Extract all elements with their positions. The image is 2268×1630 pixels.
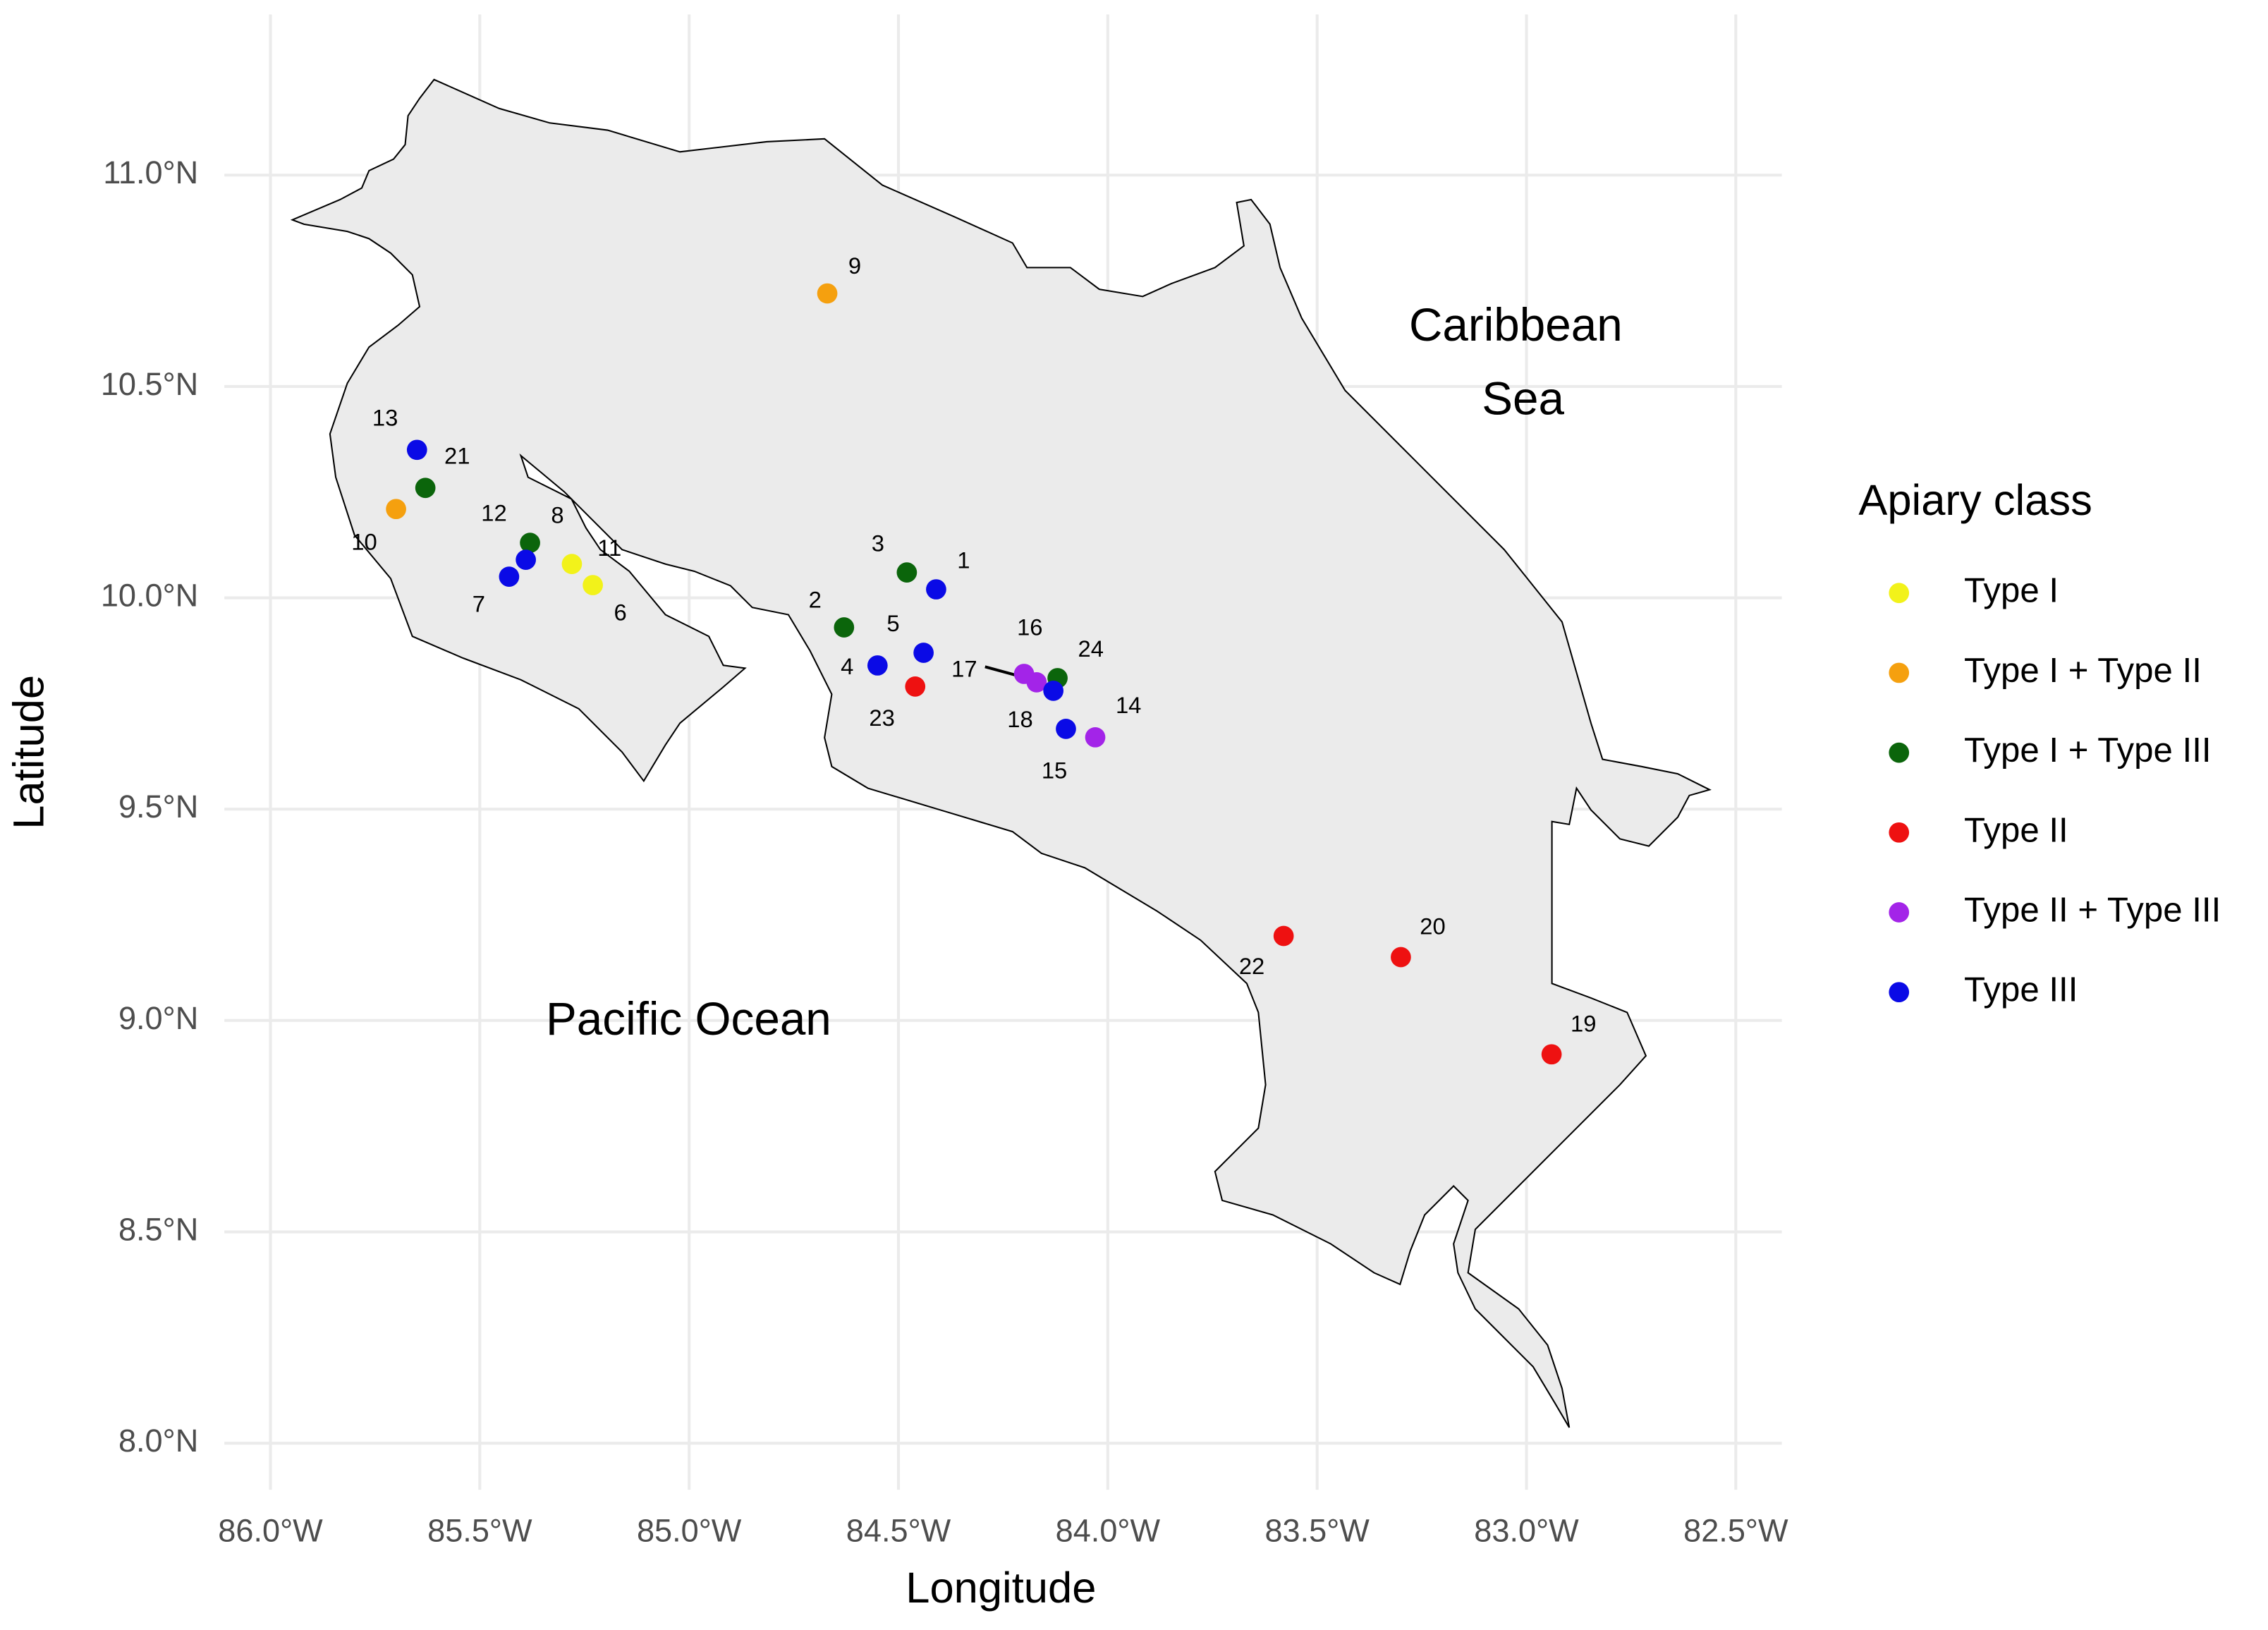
legend-key (1889, 583, 1910, 604)
legend-key (1889, 982, 1910, 1003)
x-tick-label: 82.5°W (1683, 1513, 1788, 1549)
x-tick-label: 83.5°W (1264, 1513, 1370, 1549)
point-label: 17 (951, 656, 977, 682)
data-point (1026, 672, 1047, 693)
x-tick-label: 83.0°W (1474, 1513, 1579, 1549)
point-label: 12 (481, 500, 506, 526)
data-point (386, 499, 406, 520)
point-label: 18 (1007, 706, 1032, 732)
data-point (867, 655, 888, 676)
country-outline (290, 78, 1712, 1428)
point-label: 16 (1017, 614, 1042, 640)
y-axis-title: Latitude (5, 675, 54, 829)
data-point (1391, 947, 1411, 968)
legend-label: Type II (1964, 810, 2068, 849)
point-label: 11 (597, 535, 621, 561)
data-point (516, 549, 536, 570)
data-point (1541, 1044, 1562, 1065)
data-point (905, 676, 926, 697)
data-point (406, 439, 427, 461)
data-point (499, 566, 520, 587)
x-tick-label: 84.0°W (1056, 1513, 1161, 1549)
y-tick-label: 9.5°N (118, 789, 198, 825)
legend-label: Type I (1964, 571, 2059, 610)
data-point (1056, 718, 1076, 739)
point-label: 15 (1042, 758, 1067, 784)
y-tick-label: 9.0°N (118, 1000, 198, 1036)
point-label: 22 (1239, 953, 1264, 979)
data-point (834, 617, 855, 638)
point-label: 2 (809, 586, 822, 612)
sea-label: Caribbean (1409, 299, 1623, 351)
x-axis-title: Longitude (906, 1564, 1096, 1612)
point-label: 19 (1571, 1010, 1596, 1036)
legend-label: Type II + Type III (1964, 891, 2221, 930)
y-tick-label: 11.0°N (103, 154, 198, 190)
data-point (415, 478, 436, 499)
legend-label: Type I + Type III (1964, 731, 2212, 770)
point-label: 23 (869, 705, 894, 731)
x-tick-label: 84.5°W (846, 1513, 951, 1549)
point-label: 1 (957, 547, 970, 573)
data-point (926, 579, 946, 600)
point-label: 14 (1116, 692, 1141, 718)
point-label: 9 (848, 253, 861, 279)
point-label: 10 (351, 529, 377, 555)
y-tick-label: 8.0°N (118, 1423, 198, 1459)
data-point (520, 533, 540, 553)
point-label: 6 (614, 599, 626, 625)
point-label: 4 (841, 653, 853, 679)
point-label: 24 (1078, 635, 1104, 662)
legend-key (1889, 902, 1910, 923)
data-point (817, 283, 838, 304)
point-label: 21 (444, 442, 470, 468)
legend-label: Type III (1964, 971, 2078, 1009)
data-point (1085, 726, 1106, 748)
legend-key (1889, 662, 1910, 683)
sea-label: Sea (1482, 372, 1564, 424)
x-tick-label: 85.0°W (637, 1513, 742, 1549)
point-label: 5 (886, 610, 899, 636)
x-tick-label: 85.5°W (427, 1513, 532, 1549)
data-point (1043, 681, 1064, 701)
point-label: 3 (872, 530, 884, 556)
legend-key (1889, 742, 1910, 763)
data-point (1273, 925, 1294, 947)
data-point (896, 562, 917, 583)
y-tick-label: 8.5°N (118, 1211, 198, 1247)
point-label: 13 (372, 404, 398, 430)
point-label: 8 (551, 501, 563, 528)
legend-key (1889, 822, 1910, 843)
ocean-label: Pacific Ocean (546, 993, 831, 1045)
point-label: 20 (1420, 913, 1445, 939)
point-label: 7 (472, 590, 485, 616)
y-tick-label: 10.0°N (101, 577, 198, 613)
data-point (583, 575, 603, 595)
y-tick-label: 10.5°N (101, 366, 198, 402)
legend-label: Type I + Type II (1964, 651, 2202, 690)
x-tick-label: 86.0°W (218, 1513, 323, 1549)
legend-title: Apiary class (1858, 476, 2092, 525)
data-point (913, 643, 934, 663)
data-point (561, 554, 583, 574)
